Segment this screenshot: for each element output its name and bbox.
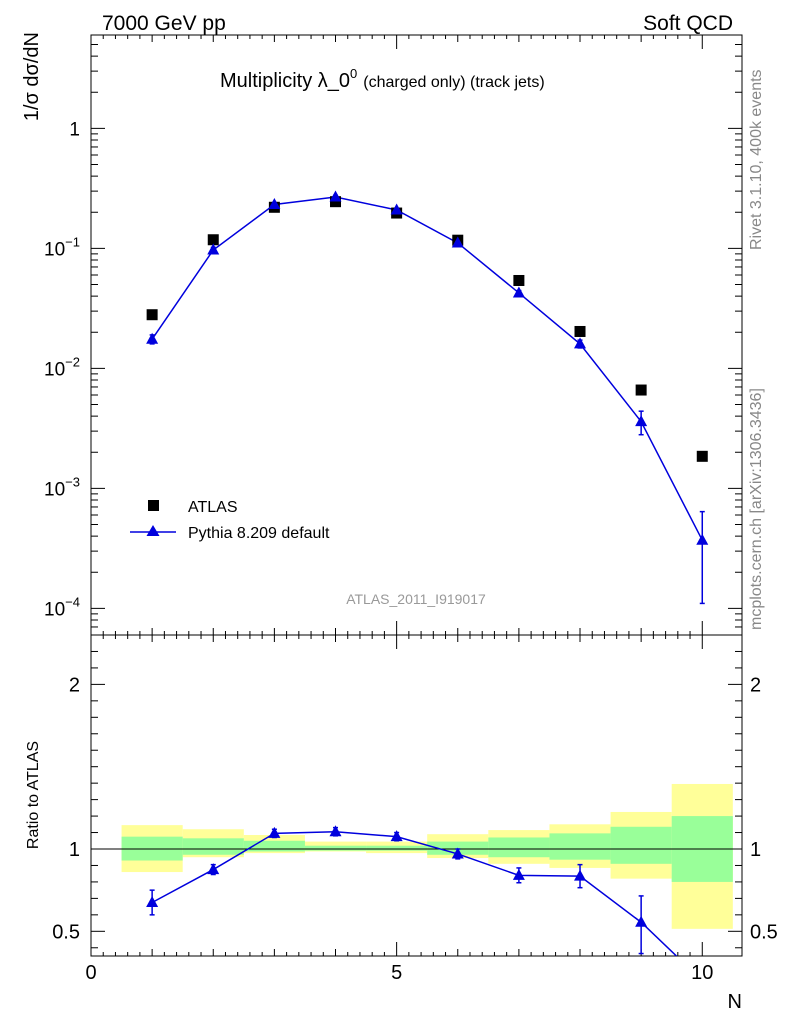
ratio-plot-frame [90,634,743,957]
legend-marker-pythia [146,525,160,536]
main-plot-data [146,190,709,605]
ratio-point [574,869,587,881]
ratio-plot-y-axis-label: Ratio to ATLAS [25,741,42,849]
pythia-point [146,332,159,344]
ratio-point [146,896,159,907]
atlas-point [574,325,586,337]
main-plot-frame [90,34,743,636]
y-tick-label: 10−2 [44,354,80,380]
rivet-label: Rivet 3.1.10, 400k events [748,69,765,250]
mcplots-label: mcplots.cern.ch [arXiv:1306.3436] [748,388,765,630]
ratio-point [329,825,342,837]
y-tick-label-exponent: −3 [65,474,80,489]
pythia-point [574,337,587,349]
x-tick-label: 5 [391,962,402,984]
main-plot-title-suffix: (charged only) (track jets) [363,74,544,91]
atlas-point [330,196,342,208]
ratio-plot-y-tick-labels: 0.5 0.5 1 1 2 2 [52,674,778,943]
x-axis-label: N [728,991,742,1013]
main-plot-y-axis-label: 1/σ dσ/dN [21,32,43,121]
ratio-y-tick-label: 2 [69,674,80,696]
ratio-point [451,847,464,859]
uncertainty-band-green [610,826,672,864]
header-left: 7000 GeV pp [102,12,226,35]
pythia-point [268,198,281,210]
y-tick-label-exponent: −1 [65,234,80,249]
y-tick-label-base: 10 [44,479,65,500]
atlas-point [696,450,708,462]
pythia-point [512,286,525,298]
uncertainty-band-green [488,837,550,858]
atlas-point [635,384,647,396]
legend: ATLAS Pythia 8.209 default [130,499,330,542]
main-plot: 10−410−310−210−11 Multiplicity λ_00(char… [21,32,743,636]
main-plot-y-tick-labels: 10−410−310−210−11 [44,119,80,620]
ratio-y-tick-label-right: 2 [750,674,761,696]
uncertainty-band-green [182,838,244,855]
ratio-plot-data [146,825,678,956]
y-tick-label-base: 10 [44,239,65,260]
atlas-point [207,234,219,246]
y-tick-label-base: 1 [69,119,80,140]
pythia-point [696,533,709,545]
x-tick-label: 0 [85,962,96,984]
ratio-plot: 0.5 0.5 1 1 2 2 0 5 10 Ratio to ATLAS N [25,634,778,1013]
atlas-point [513,274,525,286]
main-plot-title-text: Multiplicity λ_0 [220,70,350,92]
y-tick-label: 10−3 [44,474,80,500]
ratio-point [512,868,525,880]
y-tick-label-base: 10 [44,359,65,380]
pythia-line [151,196,703,541]
ratio-y-tick-label-right: 0.5 [750,921,778,943]
ratio-point [207,863,220,875]
main-plot-ticks [90,34,742,636]
ratio-point [268,826,281,838]
y-tick-label: 1 [69,119,80,140]
uncertainty-band-green [549,833,611,860]
ratio-y-tick-label-right: 1 [750,839,761,861]
ratio-point [635,915,648,927]
uncertainty-band-green [304,845,367,851]
main-plot-title: Multiplicity λ_00 (charged only) (track j… [220,66,545,92]
ratio-plot-bands [91,783,742,929]
legend-label-atlas: ATLAS [188,499,238,516]
watermark: ATLAS_2011_I919017 [346,591,486,607]
pythia-point [451,236,464,248]
ratio-plot-x-tick-labels: 0 5 10 [85,962,713,984]
y-tick-label-base: 10 [44,599,65,620]
main-plot-title-sup: 0 [350,66,357,81]
y-tick-label: 10−1 [44,234,80,260]
y-tick-label-exponent: −2 [65,354,80,369]
ratio-y-tick-label: 1 [69,839,80,861]
ratio-point [390,830,403,842]
x-tick-label: 10 [691,962,713,984]
legend-marker-atlas [148,500,159,511]
uncertainty-band-green [366,845,428,851]
pythia-point [329,190,342,202]
atlas-point [146,309,158,321]
ratio-line [151,830,678,956]
uncertainty-band-green [243,840,305,852]
ratio-plot-ticks [90,634,742,956]
pythia-point [390,203,403,215]
ratio-series [146,825,678,956]
header-right: Soft QCD [643,12,733,35]
legend-label-pythia: Pythia 8.209 default [188,525,330,542]
pythia-point [207,243,220,255]
pythia-point [635,415,648,427]
y-tick-label: 10−4 [44,594,80,620]
ratio-y-tick-label: 0.5 [52,921,80,943]
y-tick-label-exponent: −4 [65,594,80,609]
